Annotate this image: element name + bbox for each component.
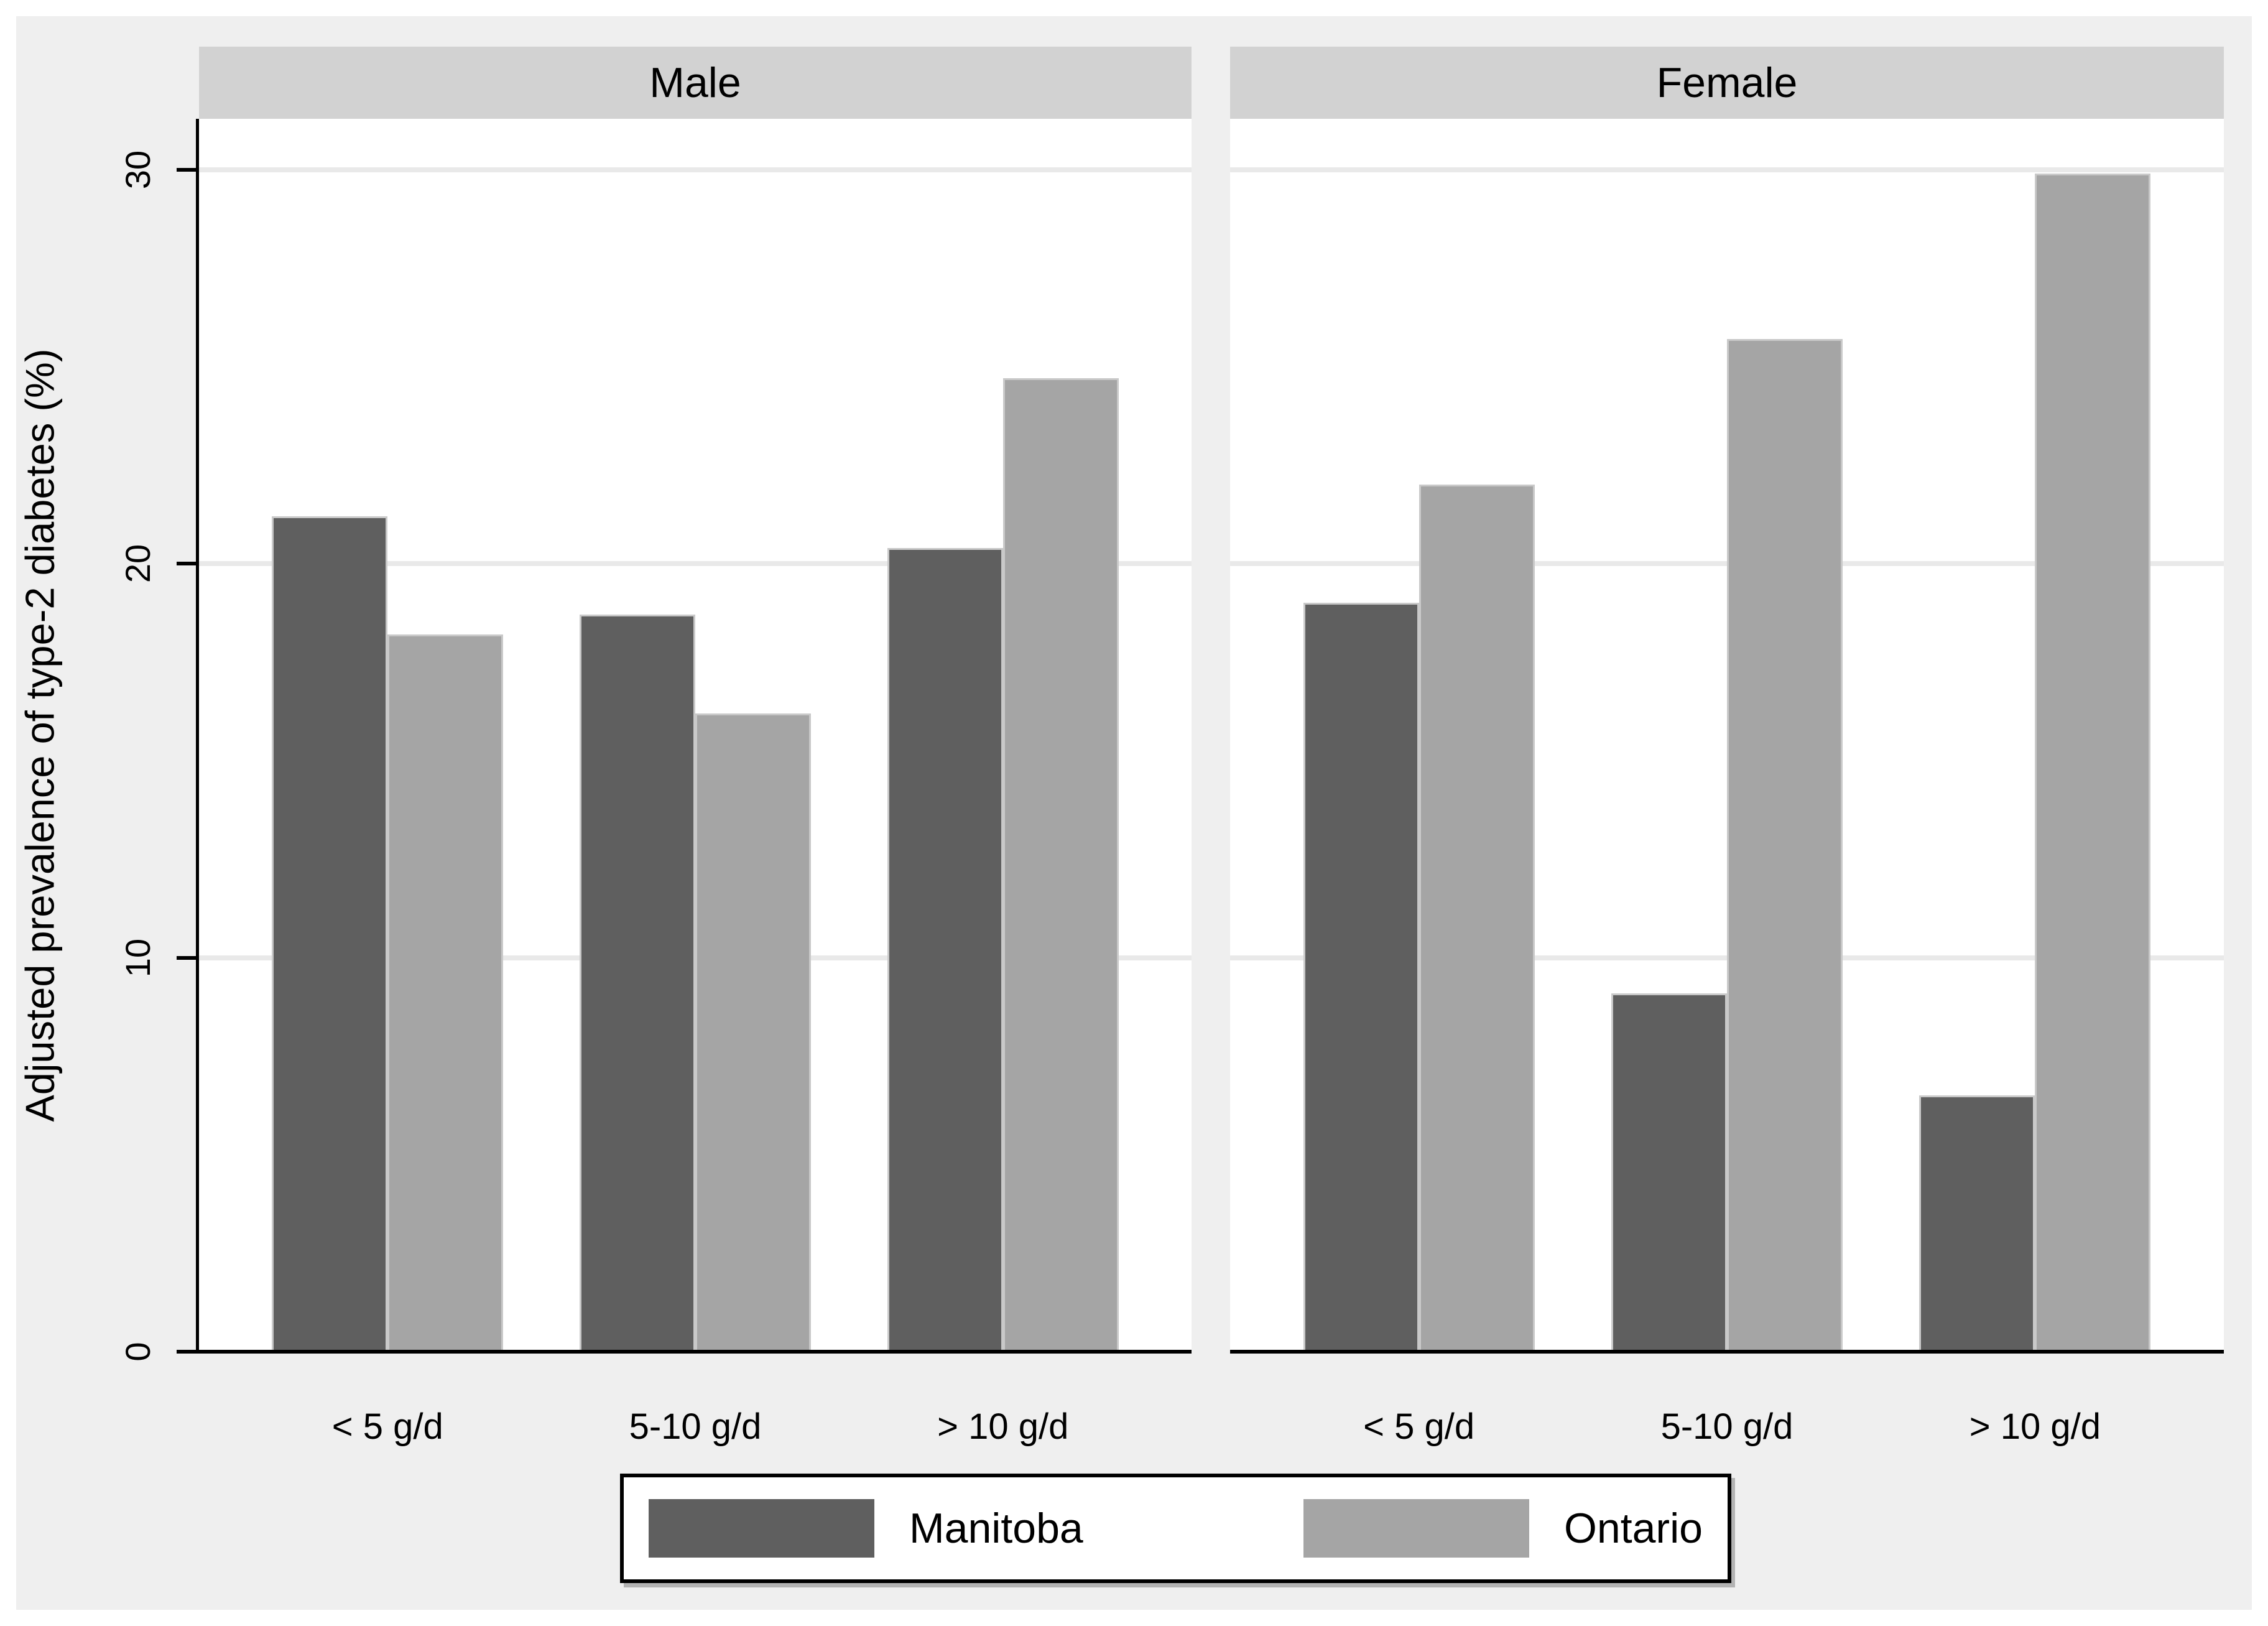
bar-manitoba-female [1303,603,1419,1352]
y-tick-label: 30 [118,150,157,189]
gridline [1230,167,2224,172]
bar-manitoba-female [1611,993,1727,1352]
bar-ontario-female [1727,338,1843,1352]
y-tick-label: 10 [118,938,157,977]
legend-label-ontario: Ontario [1564,1505,1703,1552]
gridline [199,561,1192,566]
bar-ontario-male [387,634,504,1352]
panel-male: Male < 5 g/d 5-10 g/d > 10 g/d [199,47,1192,1445]
y-axis-line [196,119,199,1352]
bar-manitoba-male [887,547,1003,1352]
bar-manitoba-female [1919,1095,2035,1352]
legend: Manitoba Ontario [620,1474,1731,1583]
legend-entry-ontario: Ontario [1303,1499,1703,1558]
x-tick-label: > 10 g/d [1969,1406,2101,1447]
y-tick-mark [177,955,197,960]
x-tick-label: > 10 g/d [937,1406,1069,1447]
bar-manitoba-male [580,615,695,1352]
legend-entry-manitoba: Manitoba [649,1499,1083,1558]
legend-label-manitoba: Manitoba [909,1505,1083,1552]
y-tick-label: 20 [118,544,157,583]
y-axis-title: Adjusted prevalence of type-2 diabetes (… [17,348,63,1122]
x-axis-line-male [179,1350,1192,1354]
y-tick-mark [177,562,197,565]
bar-ontario-female [1419,485,1535,1352]
bar-ontario-male [695,713,811,1352]
x-tick-label: < 5 g/d [331,1406,443,1447]
bar-ontario-male [1002,378,1119,1352]
legend-swatch-ontario [1303,1499,1529,1558]
panel-title-female: Female [1230,47,2224,119]
x-tick-label: < 5 g/d [1363,1406,1475,1447]
y-tick-mark [177,167,197,172]
gridline [199,167,1192,172]
bar-ontario-female [2035,173,2151,1352]
x-axis-line-female [1230,1350,2224,1354]
panel-title-male: Male [199,47,1192,119]
y-tick-label: 0 [118,1342,157,1362]
plot-area-female [1230,119,2224,1352]
x-tick-label: 5-10 g/d [629,1406,762,1447]
bar-manitoba-male [272,516,388,1352]
x-tick-label: 5-10 g/d [1660,1406,1794,1447]
panel-female: Female < 5 g/d 5-10 g/d > 10 g/d [1230,47,2224,1445]
plot-area-male [199,119,1192,1352]
legend-swatch-manitoba [649,1499,874,1558]
